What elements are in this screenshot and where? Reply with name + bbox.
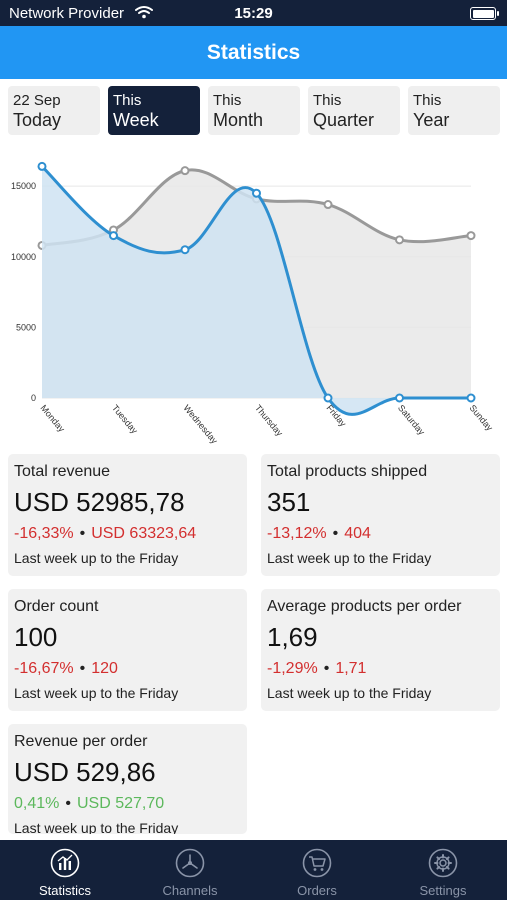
wifi-icon [135, 6, 153, 19]
y-tick-label: 15000 [11, 181, 36, 191]
card-change: -1,29% [267, 660, 318, 677]
x-tick-label: Wednesday [181, 403, 219, 445]
tab-this-month[interactable]: This Month [208, 86, 300, 135]
card-note: Last week up to the Friday [14, 820, 179, 834]
data-point [323, 393, 333, 403]
card-order-count: Order count 100 -16,67% • 120 Last week up… [8, 589, 247, 711]
card-delta: -16,67% • 120 [14, 659, 241, 679]
card-note: Last week up to the Friday [14, 685, 179, 701]
tab-channels-label: Channels [162, 883, 218, 898]
tab-today[interactable]: 22 Sep Today [8, 86, 100, 135]
tab-settings-label: Settings [419, 883, 467, 898]
channels-icon [175, 848, 205, 878]
tab-this-week-prefix: This [113, 92, 142, 109]
tab-this-quarter[interactable]: This Quarter [308, 86, 400, 135]
card-previous: USD 63323,64 [91, 525, 197, 542]
x-tick-label: Thursday [253, 403, 285, 439]
tab-this-year-prefix: This [413, 92, 442, 109]
card-title: Revenue per order [14, 733, 148, 750]
card-previous: 1,71 [335, 660, 367, 677]
card-previous: 404 [344, 525, 371, 542]
tab-today-label: Today [13, 110, 62, 130]
tab-settings[interactable]: Settings [380, 840, 506, 900]
x-tick-label: Monday [38, 403, 67, 434]
card-change: 0,41% [14, 795, 60, 812]
tab-this-week-label: Week [113, 110, 159, 130]
bottom-tab-bar: Statistics Channels Orders Settings [0, 840, 507, 900]
period-selector: 22 Sep Today This Week This Month This Q… [8, 86, 500, 135]
separator-dot: • [79, 525, 86, 542]
separator-dot: • [323, 660, 330, 677]
card-delta: -13,12% • 404 [267, 524, 494, 544]
card-total-revenue: Total revenue USD 52985,78 -16,33% • USD 6… [8, 454, 247, 576]
network-provider: Network Provider [9, 5, 125, 22]
x-tick-label: Saturday [396, 403, 427, 437]
y-tick-label: 0 [31, 393, 36, 403]
separator-dot: • [79, 660, 86, 677]
tab-this-year-label: Year [413, 110, 450, 130]
data-point [466, 231, 476, 241]
weekly-chart: 0 5000 10000 15000 Monday Tuesday Wednesday Thu… [11, 161, 495, 445]
card-value: 100 [14, 622, 58, 652]
card-title: Order count [14, 598, 99, 615]
card-change: -16,33% [14, 525, 74, 542]
x-tick-label: Tuesday [110, 403, 140, 436]
y-tick-label: 10000 [11, 252, 36, 262]
tab-orders-label: Orders [297, 883, 337, 898]
card-note: Last week up to the Friday [267, 550, 432, 566]
card-previous: USD 527,70 [76, 795, 165, 812]
data-point [395, 235, 404, 245]
tab-this-quarter-prefix: This [313, 92, 342, 109]
data-point [109, 231, 118, 241]
tab-this-month-prefix: This [213, 92, 242, 109]
series-area-0 [42, 166, 471, 415]
data-point [323, 200, 333, 210]
card-delta: -16,33% • USD 63323,64 [14, 524, 241, 544]
card-previous: 120 [91, 660, 118, 677]
data-point [180, 166, 190, 176]
tab-this-month-label: Month [213, 110, 264, 130]
card-note: Last week up to the Friday [14, 550, 179, 566]
tab-orders[interactable]: Orders [254, 840, 380, 900]
card-delta: -1,29% • 1,71 [267, 659, 494, 679]
status-bar: Network Provider 15:29 [0, 0, 507, 26]
nav-bar: Statistics [0, 26, 507, 79]
clock: 15:29 [234, 5, 273, 22]
tab-channels[interactable]: Channels [127, 840, 253, 900]
data-point [180, 245, 190, 255]
card-value: USD 52985,78 [14, 487, 185, 517]
tab-this-week[interactable]: This Week [108, 86, 200, 135]
page-title: Statistics [206, 41, 301, 64]
tab-statistics-label: Statistics [38, 883, 91, 898]
y-tick-label: 5000 [16, 322, 36, 332]
data-point [466, 393, 476, 403]
card-change: -16,67% [14, 660, 74, 677]
x-tick-label: Sunday [467, 403, 495, 433]
data-point [252, 188, 261, 198]
cart-icon [302, 848, 332, 878]
card-title: Total revenue [14, 463, 111, 480]
card-average-products-per-order: Average products per order 1,69 -1,29% • 1… [261, 589, 500, 711]
separator-dot: • [332, 525, 339, 542]
data-point [395, 393, 404, 403]
gear-icon [428, 848, 458, 878]
card-delta: 0,41% • USD 527,70 [14, 794, 241, 814]
data-point [37, 161, 47, 171]
card-title: Average products per order [267, 598, 462, 615]
card-value: USD 529,86 [14, 757, 156, 787]
tab-today-date: 22 Sep [13, 92, 61, 109]
card-note: Last week up to the Friday [267, 685, 432, 701]
card-value: 351 [267, 487, 311, 517]
tab-statistics[interactable]: Statistics [2, 840, 128, 900]
tab-this-year[interactable]: This Year [408, 86, 500, 135]
tab-this-quarter-label: Quarter [313, 110, 375, 130]
card-total-products-shipped: Total products shipped 351 -13,12% • 404 L… [261, 454, 500, 576]
card-title: Total products shipped [267, 463, 428, 480]
separator-dot: • [65, 795, 71, 812]
bar-chart-icon [50, 848, 80, 878]
card-value: 1,69 [267, 622, 318, 652]
card-revenue-per-order: Revenue per order USD 529,86 0,41% • USD 5… [8, 724, 247, 834]
card-change: -13,12% [267, 525, 327, 542]
battery-icon [470, 7, 499, 20]
